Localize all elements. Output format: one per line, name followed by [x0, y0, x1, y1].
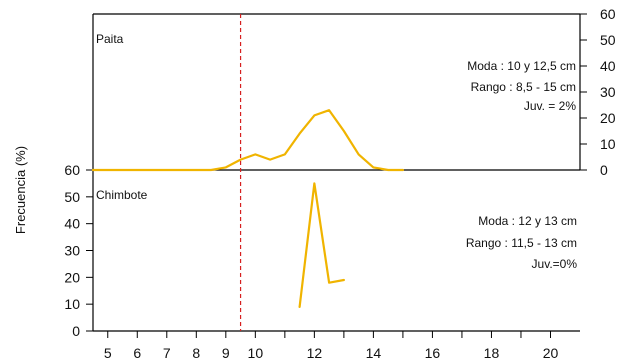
bottom-ytick-label: 20	[64, 269, 80, 285]
paita-frequency-line	[91, 109, 405, 172]
top-panel-title: Paita	[96, 32, 124, 46]
xtick-label: 6	[133, 345, 141, 361]
bottom-panel-frame	[92, 170, 580, 332]
top-ytick-label: 40	[600, 58, 616, 74]
xtick-label: 5	[104, 345, 112, 361]
top-ytick-label: 60	[600, 6, 616, 22]
bottom-annotation-juv: Juv.=0%	[532, 257, 578, 271]
bottom-ytick-label: 40	[64, 216, 80, 232]
xtick-label: 20	[543, 345, 559, 361]
bottom-annotation-range: Rango : 11,5 - 13 cm	[466, 236, 577, 250]
xtick-label: 16	[425, 345, 441, 361]
xtick-label: 10	[248, 345, 264, 361]
y-axis-label: Frecuencia (%)	[13, 146, 28, 234]
top-ytick-label: 10	[600, 136, 616, 152]
ticks-layer: 0 10 20 30 40 50 60 0 10 20 30 40 50 60 5 6 7 8 9 10 12 14 16 1…	[64, 6, 615, 361]
top-ytick-label: 30	[600, 84, 616, 100]
series-layer	[91, 109, 405, 308]
xtick-label: 8	[192, 345, 200, 361]
xtick-label: 18	[484, 345, 500, 361]
xtick-label: 14	[366, 345, 382, 361]
bottom-ytick-label: 0	[72, 323, 80, 339]
xtick-label: 7	[163, 345, 171, 361]
bottom-annotation-mode: Moda : 12 y 13 cm	[478, 214, 577, 228]
top-ytick-label: 20	[600, 110, 616, 126]
bottom-ytick-label: 10	[64, 296, 80, 312]
xtick-label: 9	[222, 345, 230, 361]
bottom-panel-title: Chimbote	[96, 188, 148, 202]
xtick-label: 12	[307, 345, 323, 361]
top-annotation-juv: Juv. = 2%	[524, 99, 576, 113]
top-annotation-range: Rango : 8,5 - 15 cm	[471, 80, 576, 94]
top-ytick-label: 0	[600, 162, 608, 178]
bottom-ytick-label: 60	[64, 162, 80, 178]
top-annotation-mode: Moda : 10 y 12,5 cm	[467, 59, 576, 73]
top-ytick-label: 50	[600, 32, 616, 48]
bottom-ytick-label: 30	[64, 243, 80, 259]
bottom-ytick-label: 50	[64, 189, 80, 205]
chimbote-frequency-line	[298, 182, 345, 308]
